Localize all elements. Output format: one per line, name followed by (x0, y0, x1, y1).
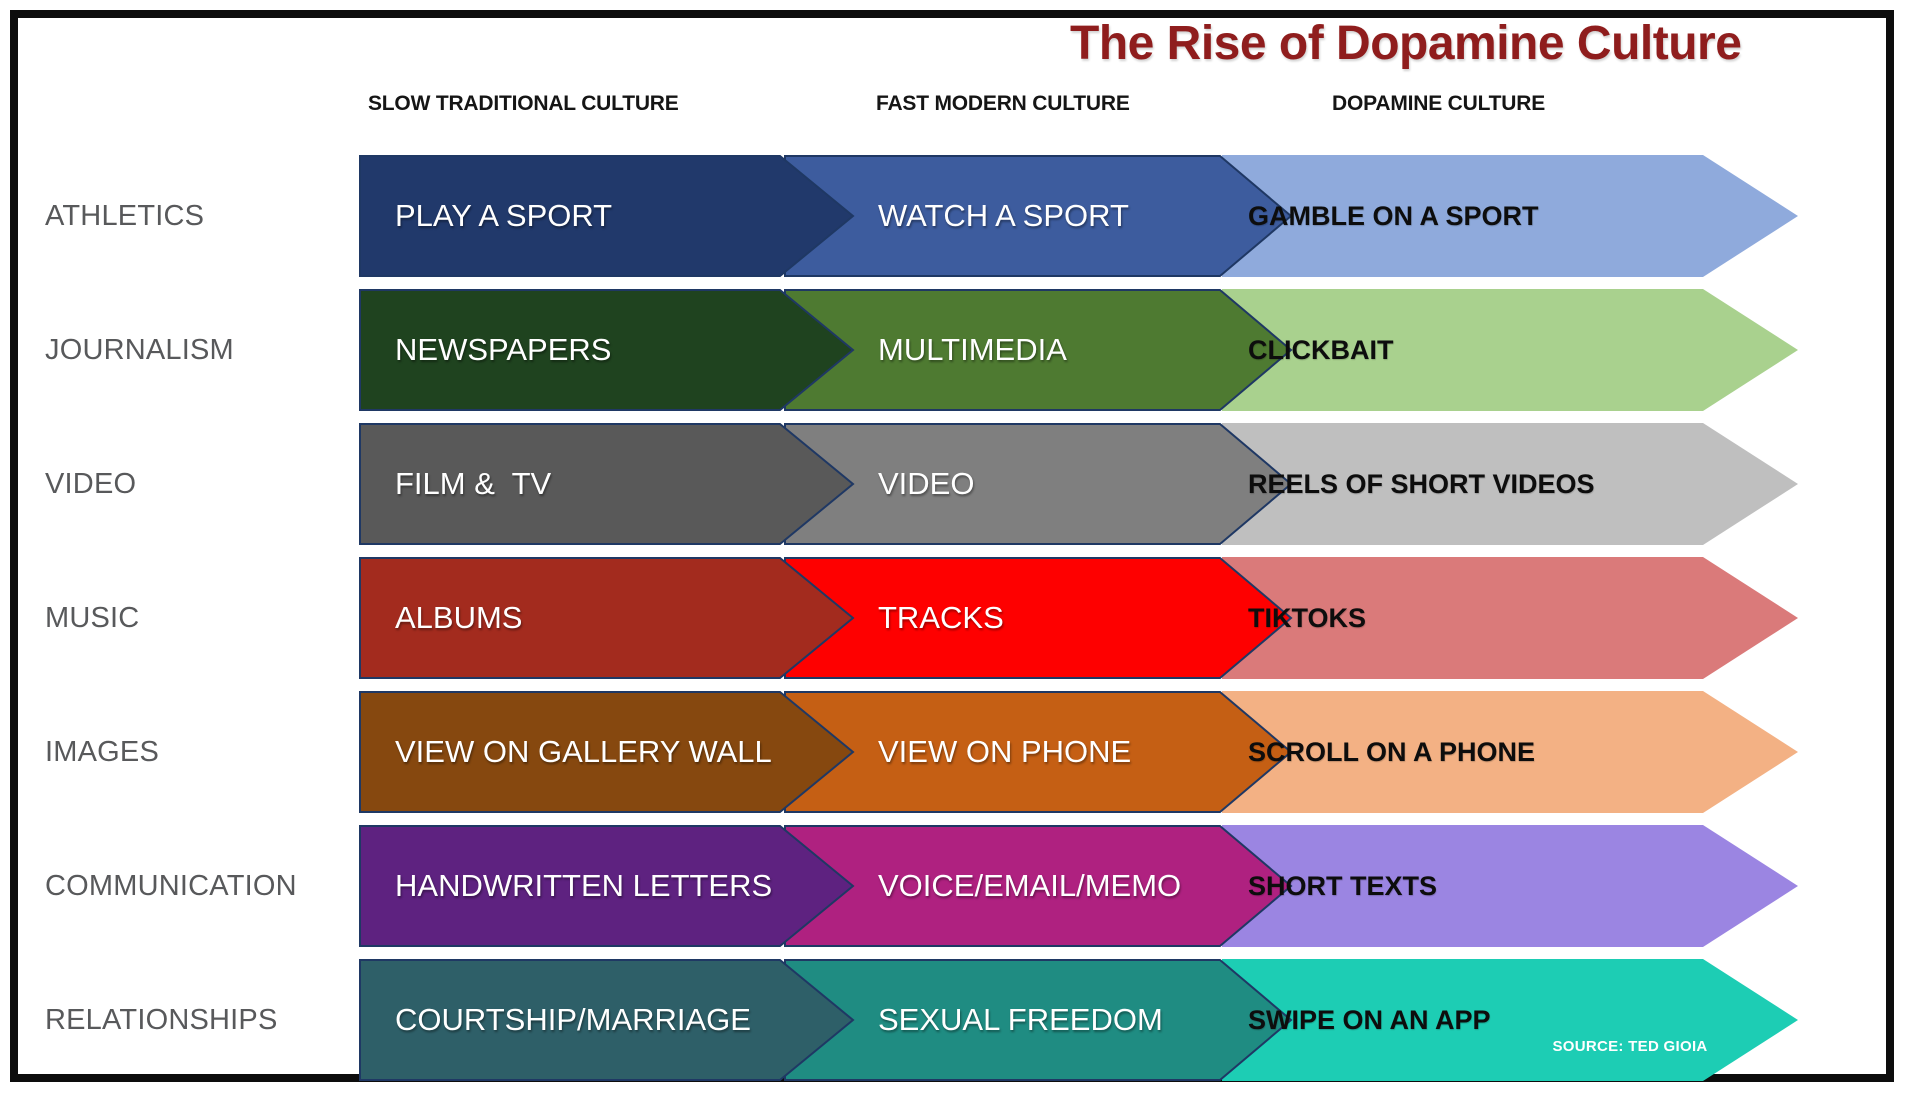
cell-dopamine: REELS OF SHORT VIDEOS (1248, 469, 1595, 499)
slow-arrow-shape (359, 155, 855, 277)
arrow-group (359, 825, 1798, 947)
cell-slow-traditional: COURTSHIP/MARRIAGE (395, 1002, 751, 1037)
source-attribution: SOURCE: TED GIOIA (1552, 1038, 1708, 1055)
arrow-group (359, 959, 1798, 1081)
slow-arrow-shape (359, 289, 855, 411)
dopamine-arrow-shape (1222, 691, 1798, 813)
cell-slow-traditional: VIEW ON GALLERY WALL (395, 734, 772, 769)
row-video: VIDEO FILM & TV VIDEO REELS OF SHORT VID… (0, 423, 1920, 545)
cell-slow-traditional: FILM & TV (395, 466, 552, 501)
cell-fast-modern: WATCH A SPORT (878, 198, 1129, 233)
column-header-slow-traditional: SLOW TRADITIONAL CULTURE (368, 92, 679, 115)
page-title: The Rise of Dopamine Culture (1070, 17, 1742, 70)
cell-slow-traditional: NEWSPAPERS (395, 332, 612, 367)
row-category-label: JOURNALISM (45, 334, 234, 366)
cell-fast-modern: MULTIMEDIA (878, 332, 1067, 367)
cell-fast-modern: SEXUAL FREEDOM (878, 1002, 1163, 1037)
dopamine-arrow-shape (1222, 959, 1798, 1081)
cell-dopamine: CLICKBAIT (1248, 335, 1394, 365)
row-category-label: MUSIC (45, 602, 140, 634)
cell-dopamine: SHORT TEXTS (1248, 871, 1438, 901)
cell-fast-modern: VIEW ON PHONE (878, 734, 1132, 769)
slow-arrow-shape (359, 691, 855, 813)
dopamine-arrow-shape (1222, 289, 1798, 411)
cell-dopamine: SWIPE ON AN APP (1248, 1005, 1491, 1035)
arrow-group (359, 557, 1798, 679)
row-category-label: VIDEO (45, 468, 137, 500)
slow-arrow-shape (359, 557, 855, 679)
cell-slow-traditional: PLAY A SPORT (395, 198, 613, 233)
row-category-label: COMMUNICATION (45, 870, 297, 902)
row-athletics: ATHLETICS PLAY A SPORT WATCH A SPORT GAM… (0, 155, 1920, 277)
row-communication: COMMUNICATION HANDWRITTEN LETTERS VOICE/… (0, 825, 1920, 947)
row-category-label: IMAGES (45, 736, 159, 768)
row-images: IMAGES VIEW ON GALLERY WALL VIEW ON PHON… (0, 691, 1920, 813)
row-category-label: RELATIONSHIPS (45, 1004, 278, 1036)
slow-arrow-shape (359, 959, 855, 1081)
cell-fast-modern: TRACKS (878, 600, 1004, 635)
dopamine-arrow-shape (1222, 557, 1798, 679)
cell-dopamine: TIKTOKS (1248, 603, 1367, 633)
row-category-label: ATHLETICS (45, 200, 205, 232)
cell-slow-traditional: ALBUMS (395, 600, 523, 635)
row-relationships: RELATIONSHIPS COURTSHIP/MARRIAGE SEXUAL … (0, 959, 1920, 1081)
cell-fast-modern: VOICE/EMAIL/MEMO (878, 868, 1182, 903)
row-music: MUSIC ALBUMS TRACKS TIKTOKS (0, 557, 1920, 679)
dopamine-arrow-shape (1222, 423, 1798, 545)
row-journalism: JOURNALISM NEWSPAPERS MULTIMEDIA CLICKBA… (0, 289, 1920, 411)
dopamine-arrow-shape (1222, 155, 1798, 277)
dopamine-arrow-shape (1222, 825, 1798, 947)
cell-dopamine: SCROLL ON A PHONE (1248, 737, 1536, 767)
arrow-group (359, 289, 1798, 411)
slow-arrow-shape (359, 423, 855, 545)
arrow-group (359, 691, 1798, 813)
arrow-group (359, 423, 1798, 545)
column-header-fast-modern: FAST MODERN CULTURE (876, 92, 1130, 115)
column-header-dopamine: DOPAMINE CULTURE (1332, 92, 1546, 115)
cell-slow-traditional: HANDWRITTEN LETTERS (395, 868, 773, 903)
cell-dopamine: GAMBLE ON A SPORT (1248, 201, 1539, 231)
cell-fast-modern: VIDEO (878, 466, 975, 501)
arrow-group (359, 155, 1798, 277)
slow-arrow-shape (359, 825, 855, 947)
